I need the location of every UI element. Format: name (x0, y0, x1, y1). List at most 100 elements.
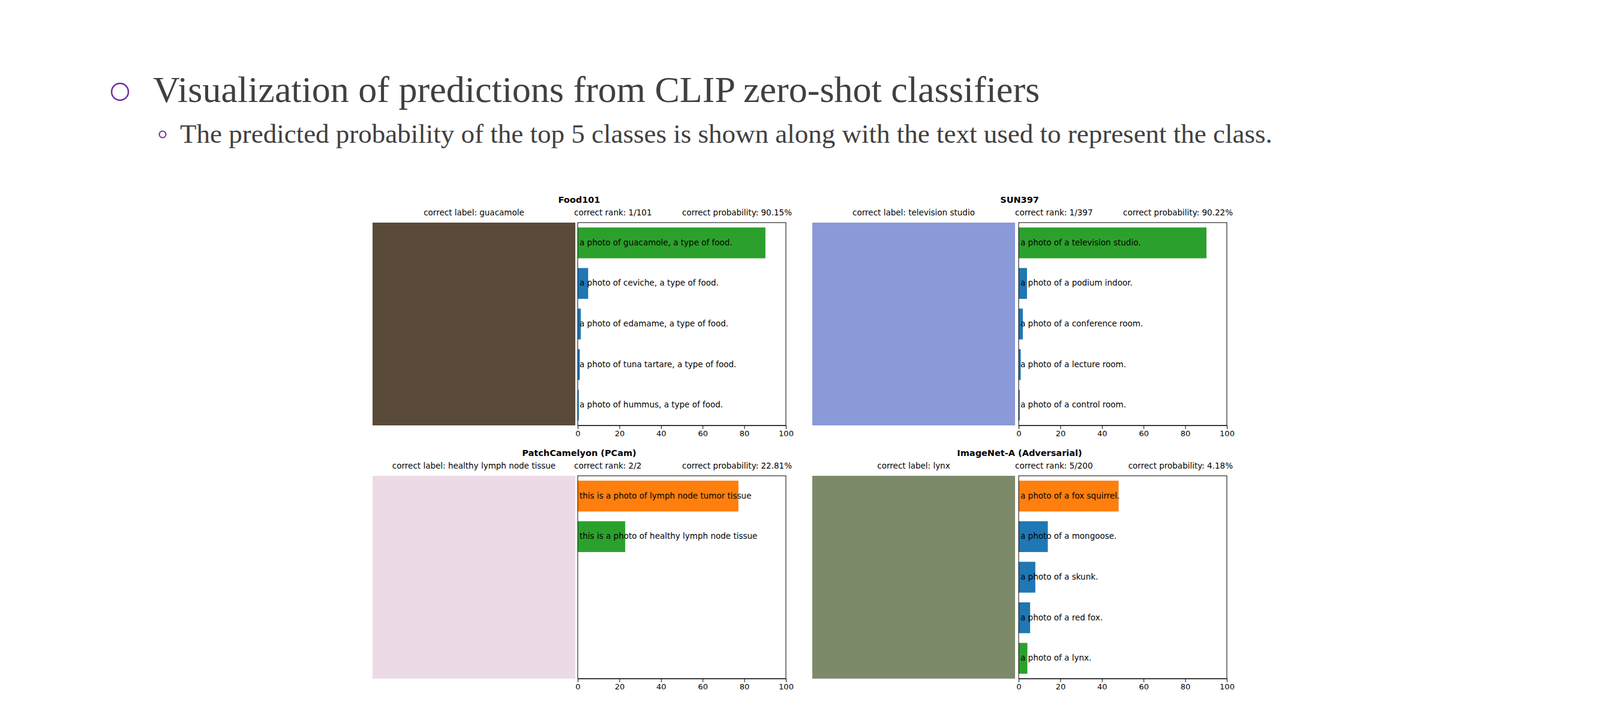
tick-label: 60 (697, 682, 708, 692)
category-label: a photo of a skunk. (1020, 571, 1098, 582)
bar (577, 227, 766, 258)
tick: 20 (614, 678, 626, 692)
tick-mark (1060, 425, 1061, 429)
annotation: correct rank: 1/397 (1015, 207, 1094, 218)
axis-line (578, 678, 787, 680)
tick: 20 (1055, 425, 1067, 438)
category-label: a photo of tuna tartare, a type of food. (579, 359, 737, 369)
annotation: correct label: healthy lymph node tissue (392, 460, 556, 471)
tick: 80 (739, 425, 750, 438)
tick-label: 0 (1016, 428, 1022, 438)
photo (372, 475, 576, 679)
category-label: this is a photo of lymph node tumor tiss… (579, 490, 752, 501)
tick: 80 (1180, 678, 1191, 692)
axis-line (1019, 678, 1228, 680)
tick-label: 100 (778, 682, 794, 692)
tick-label: 80 (1180, 428, 1191, 438)
tick-mark (661, 425, 662, 429)
tick: 60 (1138, 678, 1149, 692)
tick-mark (1102, 678, 1103, 683)
annotation: correct label: lynx (877, 460, 950, 471)
tick-mark (785, 425, 787, 429)
tick-label: 40 (656, 682, 667, 692)
tick: 60 (697, 678, 708, 692)
tick: 100 (1219, 678, 1235, 692)
category-label: a photo of a control room. (1020, 399, 1127, 410)
tick: 60 (1138, 425, 1149, 438)
tick-mark (702, 425, 704, 429)
tick-label: 40 (1097, 428, 1108, 438)
chart-title: SUN397 (1000, 194, 1040, 205)
slide-subtitle: The predicted probability of the top 5 c… (179, 118, 1273, 149)
category-label: a photo of a mongoose. (1020, 530, 1117, 541)
tick: 0 (1016, 425, 1022, 438)
plot-frame (1018, 475, 1227, 679)
tick-label: 0 (575, 428, 581, 438)
category-label: a photo of a lynx. (1020, 652, 1092, 663)
bars (577, 227, 766, 421)
tick: 100 (778, 678, 794, 692)
tick-mark (1185, 425, 1187, 429)
tick-label: 20 (1055, 682, 1067, 692)
tick-mark (619, 425, 620, 429)
tick-mark (1226, 678, 1228, 683)
category-label: a photo of a television studio. (1020, 237, 1141, 248)
chart-title: PatchCamelyon (PCam) (521, 448, 636, 458)
category-label: a photo of a red fox. (1020, 612, 1103, 623)
annotation: correct rank: 5/200 (1015, 460, 1094, 471)
chart-title: Food101 (558, 194, 601, 205)
annotation: correct probability: 22.81% (682, 460, 792, 471)
tick-label: 40 (1097, 682, 1108, 692)
panel: ImageNet-A (Adversarial)correct label: l… (812, 448, 1235, 692)
tick: 100 (1219, 425, 1235, 438)
tick-label: 0 (1016, 682, 1022, 692)
tick-mark (1226, 425, 1228, 429)
tick-mark (1185, 678, 1187, 683)
plot-frame (577, 222, 786, 426)
photo (372, 222, 576, 426)
tick-label: 20 (614, 682, 626, 692)
annotation: correct label: television studio (852, 207, 975, 218)
slide-title: Visualization of predictions from CLIP z… (152, 68, 1040, 110)
tick-label: 80 (1180, 682, 1191, 692)
x-axis: 0 20 40 60 80 100 (575, 678, 794, 692)
slide: Visualization of predictions from CLIP z… (0, 0, 1600, 723)
tick-label: 20 (1055, 428, 1067, 438)
tick-label: 100 (778, 428, 794, 438)
tick: 80 (739, 678, 750, 692)
category-label: a photo of edamame, a type of food. (579, 318, 729, 329)
annotation: correct label: guacamole (423, 207, 525, 218)
category-label: a photo of guacamole, a type of food. (579, 237, 733, 248)
tick-label: 100 (1219, 682, 1235, 692)
panel: Food101 correct label: guacamole correct r… (372, 194, 794, 438)
panel: PatchCamelyon (PCam) correct label: healt… (372, 448, 794, 692)
tick-label: 60 (1138, 682, 1149, 692)
plot-frame (577, 475, 786, 679)
tick-mark (1143, 425, 1145, 429)
tick: 40 (656, 425, 667, 438)
tick-label: 80 (739, 682, 750, 692)
bars (1018, 227, 1207, 421)
tick-mark (1018, 678, 1020, 683)
tick-label: 0 (575, 682, 581, 692)
tick: 20 (1055, 678, 1067, 692)
panel: SUN397 correct label: television studio co… (812, 194, 1235, 438)
tick-label: 100 (1219, 428, 1235, 438)
tick-mark (744, 425, 746, 429)
tick: 80 (1180, 425, 1191, 438)
category-label: this is a photo of healthy lymph node ti… (579, 530, 758, 541)
tick-mark (577, 678, 579, 683)
tick-mark (661, 678, 662, 683)
tick-mark (702, 678, 704, 683)
bullet (111, 83, 129, 101)
annotation: correct rank: 1/101 (574, 207, 653, 218)
tick: 0 (1016, 678, 1022, 692)
x-axis: 020406080100 (575, 425, 794, 438)
tick-mark (1102, 425, 1103, 429)
photo (812, 475, 1016, 679)
tick-label: 80 (739, 428, 750, 438)
tick-label: 20 (614, 428, 626, 438)
x-axis: 0 20 40 60 80 100 (1016, 425, 1235, 438)
bars (1018, 480, 1119, 674)
category-label: a photo of a podium indoor. (1020, 277, 1133, 288)
